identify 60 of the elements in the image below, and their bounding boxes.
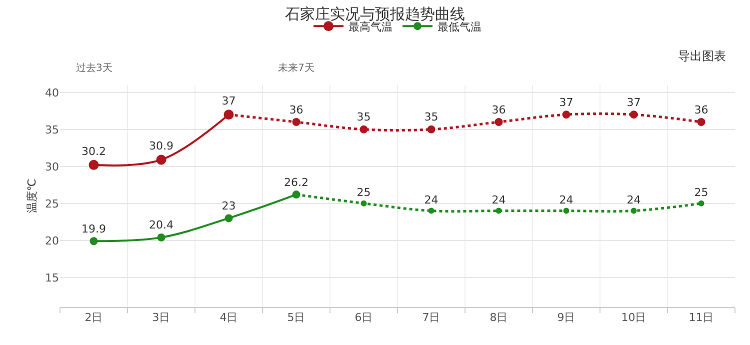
y-tick-label: 35	[45, 123, 59, 136]
y-axis-title: 温度℃	[26, 178, 39, 214]
x-tick-label: 9日	[557, 311, 576, 324]
point	[698, 200, 704, 206]
point	[630, 208, 637, 214]
legend-label: 最低气温	[438, 20, 482, 34]
x-tick-label: 4日	[220, 311, 238, 324]
x-tick-label: 5日	[287, 311, 306, 324]
y-tick-label: 30	[45, 160, 59, 174]
point	[292, 118, 300, 126]
point	[428, 208, 434, 214]
data-label: 37	[559, 96, 574, 109]
data-label: 37	[222, 94, 236, 108]
point	[88, 160, 99, 170]
point	[630, 110, 638, 119]
data-label: 36	[694, 103, 708, 116]
data-label: 19.9	[82, 222, 106, 236]
text: 过去3天	[76, 62, 112, 74]
data-label: 20.4	[149, 218, 174, 232]
y-tick-label: 20	[45, 234, 59, 248]
text: 未来7天	[278, 62, 314, 74]
point	[496, 208, 502, 214]
point	[494, 118, 503, 126]
data-label: 30.2	[82, 144, 106, 158]
y-tick-label: 25	[45, 197, 59, 210]
x-tick-label: 10日	[621, 311, 646, 324]
y-tick-label: 40	[45, 86, 59, 100]
data-label: 35	[356, 110, 371, 124]
data-label: 36	[492, 103, 506, 116]
point	[562, 110, 570, 119]
x-tick-label: 2日	[84, 311, 103, 324]
x-tick-label: 3日	[152, 311, 170, 324]
x-tick-label: 7日	[422, 311, 440, 324]
point	[563, 208, 570, 214]
text: 导出图表	[678, 49, 726, 63]
data-label: 35	[424, 110, 438, 124]
data-label: 24	[424, 193, 438, 206]
data-label: 36	[289, 103, 304, 116]
data-label: 23	[222, 199, 236, 212]
point	[156, 154, 166, 165]
point	[157, 233, 166, 242]
data-label: 26.2	[284, 176, 308, 189]
data-label: 37	[626, 96, 641, 109]
x-tick-label: 6日	[354, 311, 373, 324]
data-label: 24	[559, 193, 574, 206]
point	[360, 125, 368, 134]
x-tick-label: 8日	[490, 311, 508, 324]
point	[90, 237, 98, 246]
data-label: 24	[626, 193, 641, 206]
data-label: 25	[694, 186, 708, 199]
x-tick-label: 11日	[688, 311, 714, 324]
point	[224, 214, 233, 222]
data-label: 30.9	[149, 140, 174, 153]
point	[427, 125, 436, 134]
legend-label: 最高气温	[348, 20, 392, 34]
point	[697, 118, 706, 126]
data-label: 24	[492, 193, 506, 206]
data-label: 25	[356, 186, 371, 199]
point	[360, 200, 367, 206]
y-tick-label: 15	[45, 271, 59, 284]
